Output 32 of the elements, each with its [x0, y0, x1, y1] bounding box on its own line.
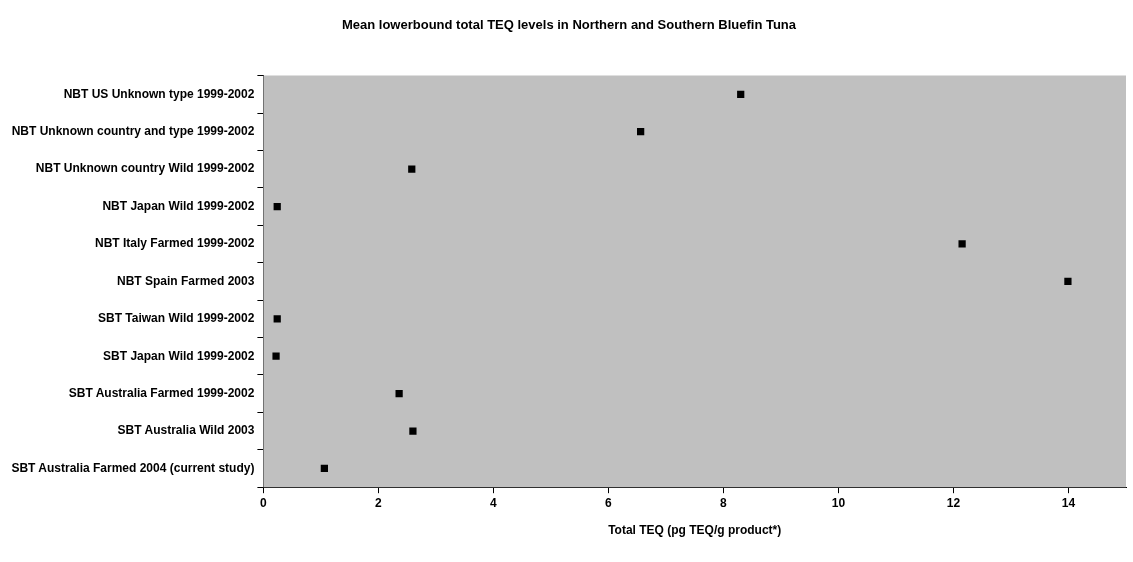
- point: [408, 165, 416, 173]
- point: [958, 240, 966, 248]
- y-tick-label: SBT Taiwan Wild 1999-2002: [98, 311, 255, 326]
- y-tick-label: NBT Unknown country Wild 1999-2002: [35, 161, 255, 176]
- y-tick-label: SBT Japan Wild 1999-2002: [103, 348, 255, 363]
- y-tick-label: NBT US Unknown type 1999-2002: [63, 86, 255, 101]
- x-axis-title: Total TEQ (pg TEQ/g product*): [608, 523, 782, 538]
- x-tick-label: 14: [1061, 495, 1076, 510]
- point: [637, 128, 645, 136]
- x-tick-label: 6: [605, 495, 613, 510]
- point: [395, 390, 403, 398]
- point: [320, 464, 328, 473]
- point: [737, 90, 745, 98]
- point: [1064, 277, 1072, 286]
- y-tick-label: SBT Australia Wild 2003: [117, 423, 255, 438]
- y-tick-label: NBT Unknown country and type 1999-2002: [11, 124, 255, 139]
- x-tick-label: 4: [490, 495, 498, 510]
- x-tick-label: 10: [831, 495, 846, 510]
- x-tick-label: 2: [375, 495, 383, 510]
- point: [272, 352, 280, 360]
- y-tick-label: SBT Australia Farmed 1999-2002: [68, 385, 255, 400]
- x-tick-label: 12: [946, 495, 961, 510]
- y-tick-label: NBT Spain Farmed 2003: [117, 273, 255, 288]
- y-tick-label: NBT Italy Farmed 1999-2002: [94, 236, 255, 251]
- point: [273, 315, 281, 323]
- y-tick-label: NBT Japan Wild 1999-2002: [102, 198, 255, 213]
- point: [273, 202, 281, 211]
- x-tick-label: 8: [720, 495, 728, 510]
- y-tick-label: SBT Australia Farmed 2004 (current study): [11, 460, 255, 475]
- point: [409, 427, 417, 435]
- x-tick-label: 0: [260, 495, 268, 510]
- chart-title: Mean lowerbound total TEQ levels in Northern and Southern Bluefin Tuna: [341, 17, 797, 33]
